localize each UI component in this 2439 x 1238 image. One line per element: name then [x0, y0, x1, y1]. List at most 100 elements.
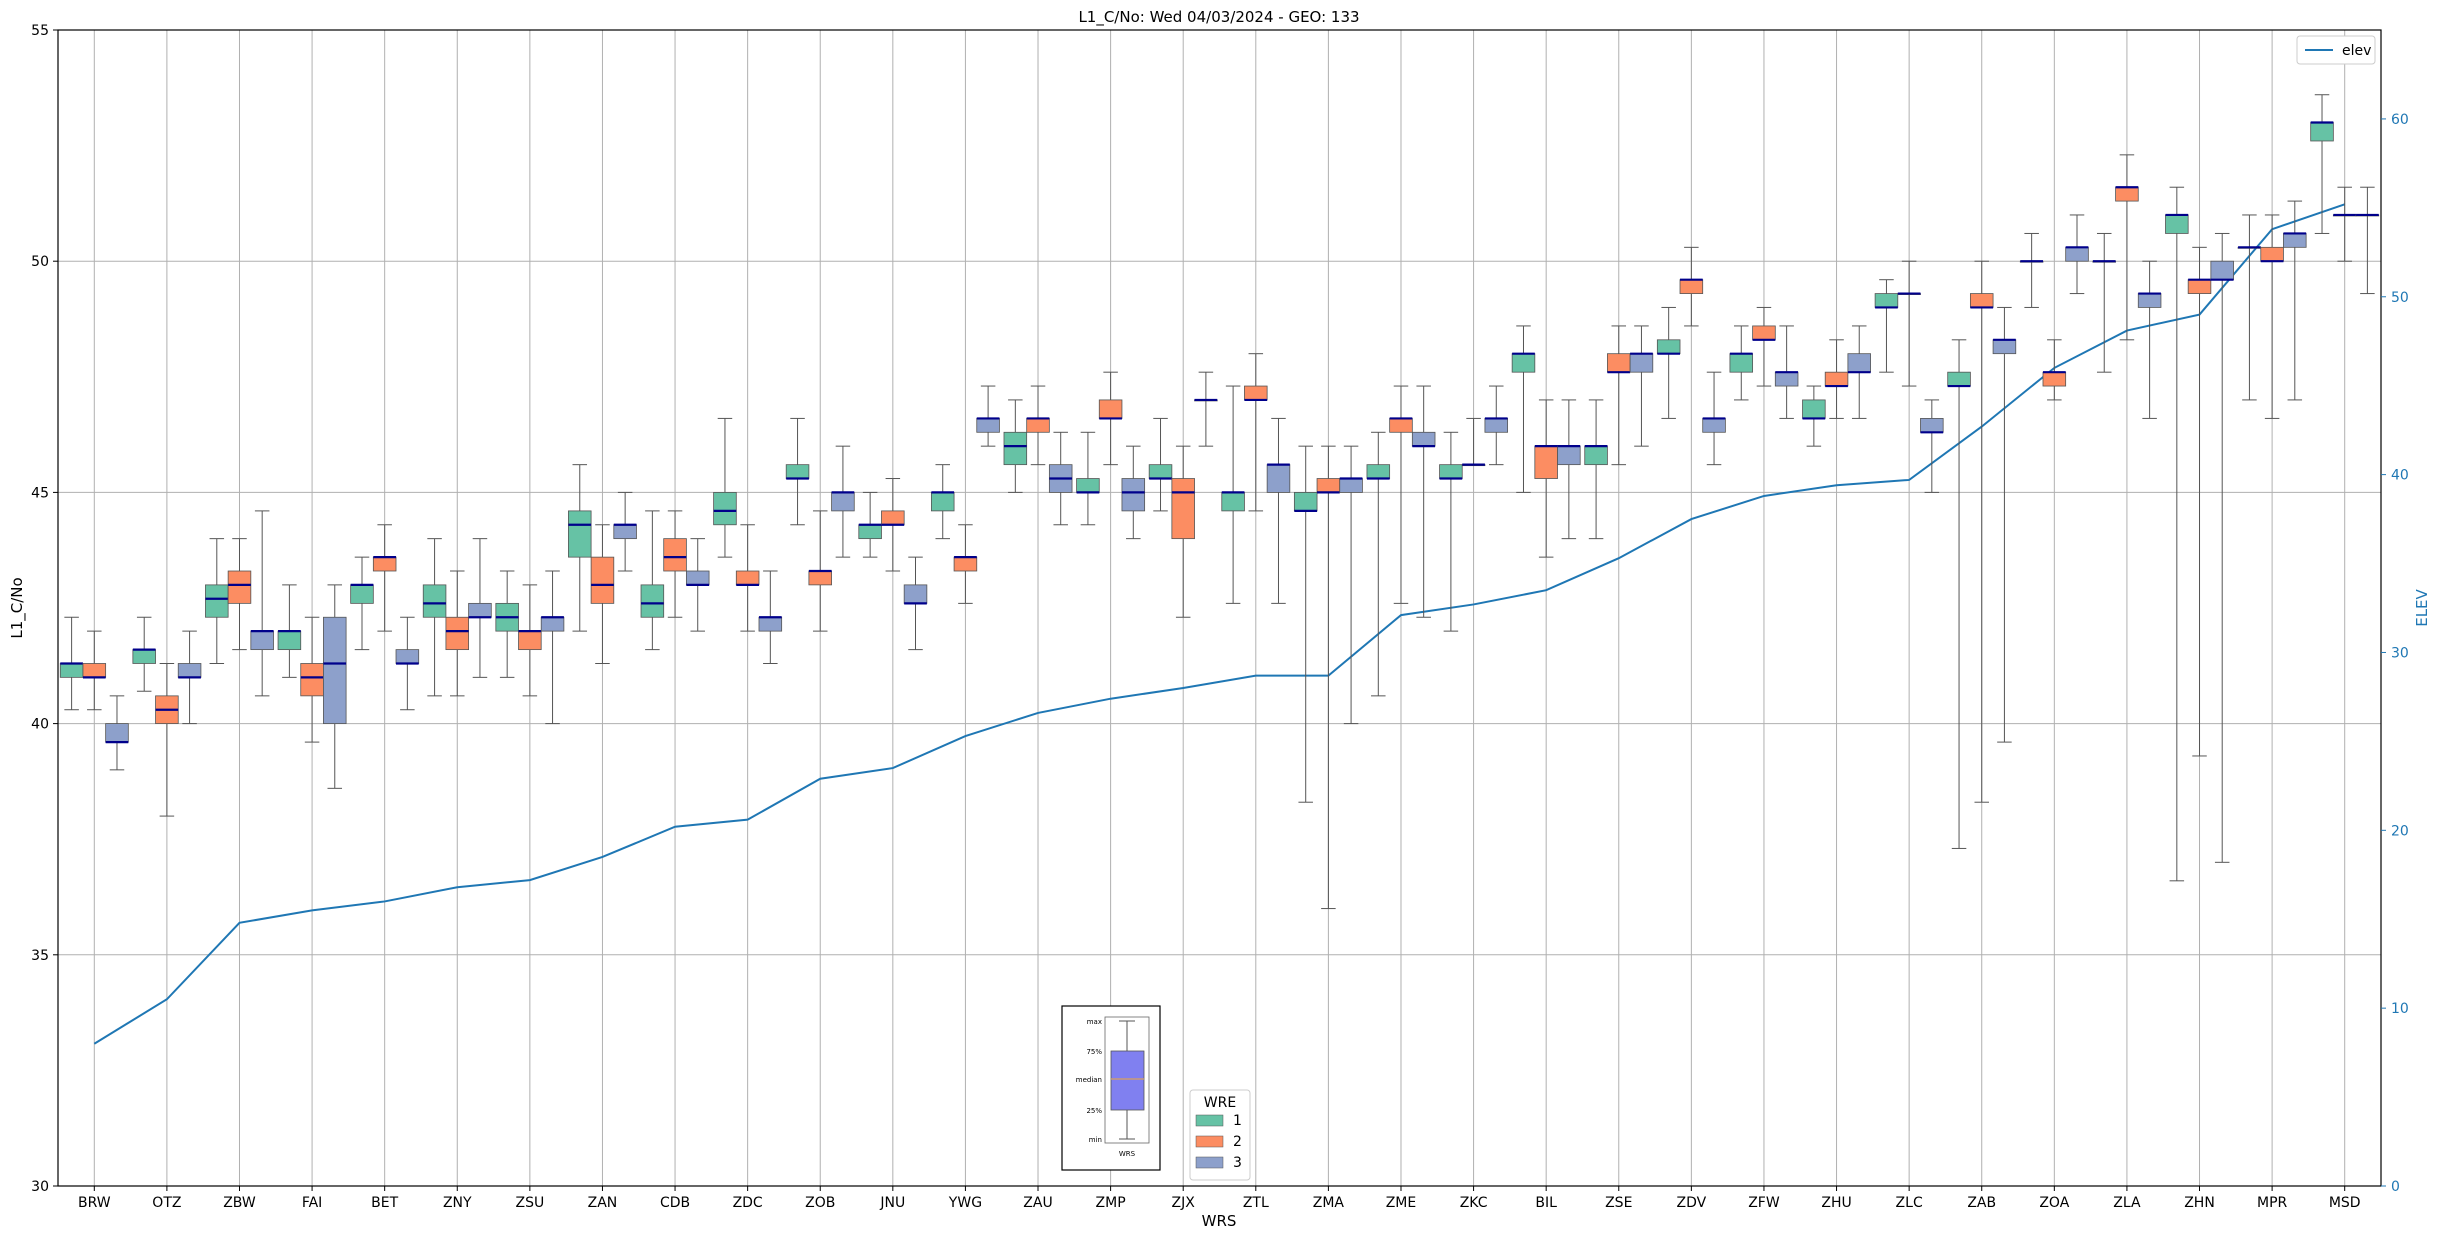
box-iqr: [1874, 293, 1899, 308]
box-ZKC-wre2: [1461, 417, 1486, 467]
box-iqr: [758, 616, 783, 632]
box-ZNY-wre3: [468, 538, 492, 678]
box-ZAU-wre1: [1003, 399, 1028, 493]
wre-legend-swatch: [1195, 1135, 1224, 1148]
elev-series-line: [93, 203, 2346, 1045]
y2-tick-label: 10: [2391, 1001, 2409, 1017]
box-ZAN-wre1: [568, 464, 592, 632]
box-iqr: [1148, 464, 1173, 479]
box-iqr: [1266, 464, 1291, 493]
box-iqr: [518, 630, 542, 651]
x-tick-label: FAI: [302, 1195, 322, 1211]
box-ZOA-wre1: [2019, 232, 2044, 308]
y-tick-label: 45: [31, 485, 49, 501]
box-ZDC-wre3: [758, 570, 783, 664]
box-iqr: [590, 556, 615, 604]
box-iqr: [2210, 260, 2234, 281]
box-ZJX-wre1: [1148, 417, 1173, 512]
box-FAI-wre3: [323, 584, 347, 789]
box-ZMA-wre2: [1316, 445, 1341, 910]
box-iqr: [1389, 418, 1413, 433]
y-tick-label: 50: [31, 254, 49, 270]
box-iqr: [2187, 279, 2212, 294]
x-tick-label: ZAU: [1023, 1195, 1052, 1211]
box-iqr: [1411, 431, 1436, 447]
box-BIL-wre2: [1534, 399, 1558, 558]
box-ZLC-wre2: [1897, 260, 1921, 387]
box-ZLA-wre2: [2115, 154, 2139, 341]
box-iqr: [395, 649, 420, 664]
x-axis-label: WRS: [1202, 1212, 1237, 1230]
box-iqr: [831, 491, 855, 512]
box-iqr: [1702, 418, 1726, 433]
box-iqr: [2137, 293, 2162, 308]
box-ZNY-wre1: [422, 538, 447, 697]
box-ZOB-wre3: [831, 445, 855, 558]
box-iqr: [1920, 418, 1944, 433]
box-CDB-wre3: [685, 538, 710, 632]
box-ZAB-wre1: [1947, 339, 1971, 849]
box-ZHU-wre2: [1824, 339, 1849, 419]
box-iqr: [82, 663, 107, 678]
box-iqr: [1774, 371, 1799, 387]
box-MSD-wre3: [2355, 186, 2380, 295]
elev-legend-label: elev: [2342, 43, 2371, 59]
box-JNU-wre3: [903, 556, 928, 651]
box-BET-wre1: [350, 556, 374, 651]
box-BIL-wre3: [1557, 399, 1581, 540]
box-YWG-wre2: [953, 524, 978, 604]
box-ZTL-wre3: [1266, 417, 1291, 604]
box-ZFW-wre3: [1774, 325, 1799, 419]
box-ZHN-wre1: [2165, 186, 2189, 882]
elev-legend: elev: [2296, 35, 2376, 65]
x-tick-label: ZNY: [443, 1195, 472, 1211]
box-ZTL-wre1: [1221, 385, 1245, 604]
box-iqr: [323, 616, 347, 724]
box-ZJX-wre2: [1171, 445, 1195, 618]
y2-tick-label: 30: [2391, 645, 2409, 661]
box-iqr: [2065, 246, 2089, 262]
key-label-median: median: [1076, 1076, 1102, 1084]
box-ZOA-wre3: [2065, 214, 2089, 295]
box-iqr: [1752, 325, 1776, 341]
box-ZME-wre2: [1389, 385, 1413, 604]
box-iqr: [177, 663, 202, 678]
y2-tick-label: 50: [2391, 290, 2409, 306]
y2-tick-label: 60: [2391, 112, 2409, 128]
box-ZHU-wre1: [1802, 385, 1826, 447]
x-tick-label: ZME: [1386, 1195, 1417, 1211]
box-iqr: [1221, 491, 1245, 512]
box-ZJX-wre3: [1194, 371, 1218, 447]
x-tick-label: ZMP: [1096, 1195, 1126, 1211]
box-iqr: [1316, 478, 1341, 493]
box-iqr: [2310, 122, 2334, 142]
box-iqr: [2260, 246, 2284, 262]
x-tick-label: ZJX: [1172, 1195, 1196, 1211]
box-iqr: [422, 584, 447, 618]
elev-legend-frame: [2296, 35, 2376, 65]
box-iqr: [1557, 445, 1581, 466]
box-iqr: [735, 570, 760, 586]
x-tick-label: ZOB: [805, 1195, 835, 1211]
box-ZME-wre3: [1411, 385, 1436, 618]
y-tick-label: 40: [31, 717, 49, 733]
box-iqr: [613, 524, 637, 540]
box-iqr: [540, 616, 565, 632]
box-iqr: [105, 723, 129, 743]
box-iqr: [1293, 491, 1318, 512]
box-MPR-wre2: [2260, 214, 2284, 419]
box-YWG-wre3: [976, 385, 1000, 447]
box-BIL-wre1: [1511, 325, 1536, 493]
box-iqr: [1629, 353, 1654, 373]
key-label-75: 75%: [1086, 1048, 1102, 1056]
key-box-inner: [1104, 1016, 1150, 1144]
box-iqr: [2042, 371, 2067, 387]
box-iqr: [468, 602, 492, 618]
box-iqr: [1802, 399, 1826, 419]
key-box: [1110, 1050, 1145, 1111]
box-ZHN-wre3: [2210, 232, 2234, 863]
wre-legend: WRE 1 2 3: [1189, 1089, 1251, 1181]
box-iqr: [953, 556, 978, 572]
box-iqr: [1847, 353, 1871, 373]
